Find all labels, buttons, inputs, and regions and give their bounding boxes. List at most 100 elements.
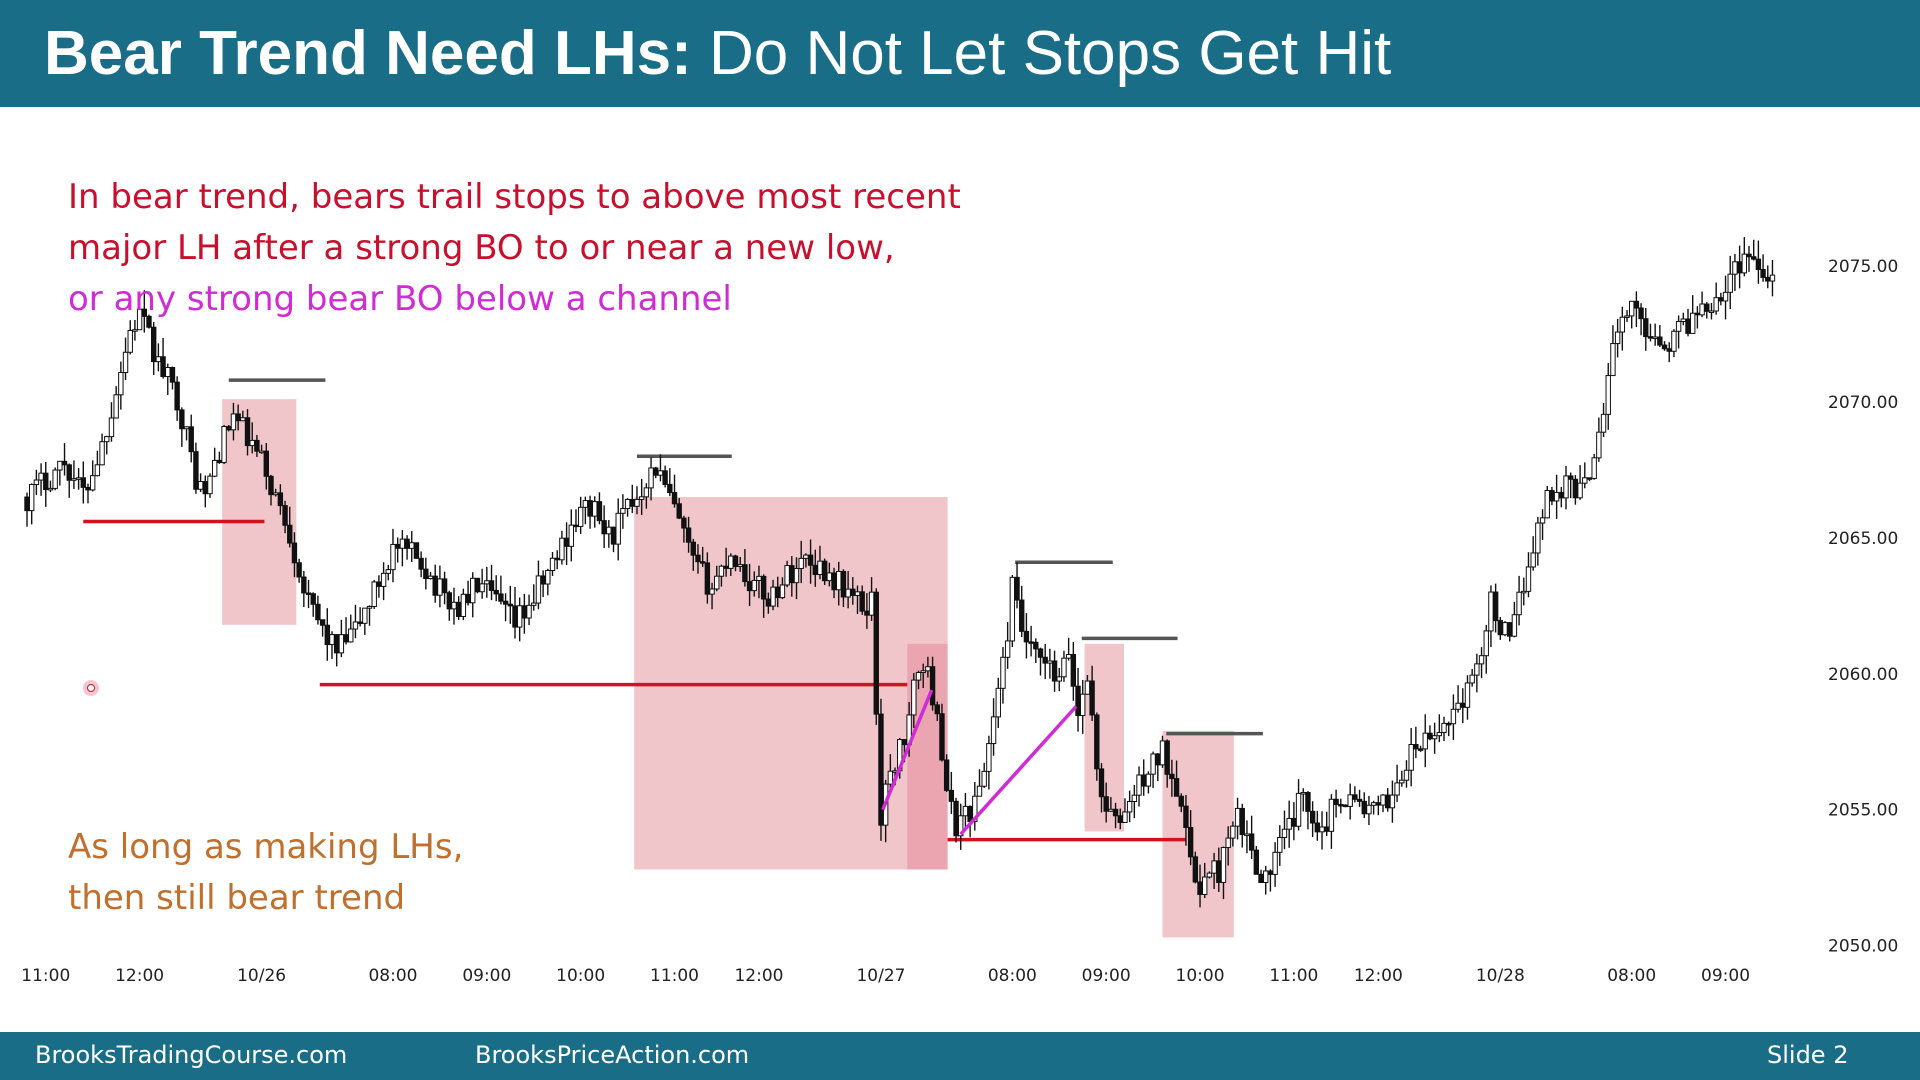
candle-bear (376, 581, 382, 587)
candle-bear (404, 538, 410, 549)
candle-bear (66, 464, 72, 481)
candle-bull (577, 506, 584, 527)
candle-bull (1131, 794, 1138, 802)
candle-bull (1464, 682, 1471, 708)
candle-bear (1324, 826, 1330, 832)
x-tick-label: 09:00 (1701, 966, 1750, 986)
candle-bear (1549, 490, 1555, 502)
candle-bull (887, 770, 894, 785)
candle-bull (1408, 744, 1414, 771)
candle-bull (718, 565, 725, 577)
candle-bear (216, 459, 223, 464)
candle-bear (1704, 303, 1710, 312)
candle-bear (812, 564, 818, 575)
candle-bull (1732, 261, 1738, 275)
candle-bull (1553, 491, 1560, 502)
candle-bull (484, 580, 490, 585)
candle-bull (1389, 794, 1396, 809)
candle-bear (301, 576, 307, 594)
candle-bear (1568, 475, 1574, 480)
candle-bear (1375, 802, 1382, 806)
candle-bear (934, 704, 940, 715)
candle-bear (254, 439, 260, 452)
candle-bull (638, 496, 645, 500)
candle-bull (751, 579, 757, 592)
candle-bull (1629, 300, 1635, 317)
candle-bull (197, 481, 204, 490)
x-tick-label: 08:00 (368, 966, 417, 986)
candle-bear (1253, 849, 1260, 875)
x-tick-label: 10/26 (237, 966, 286, 986)
candle-bear (953, 800, 959, 837)
candle-bear (1356, 798, 1363, 802)
candle-bear (1112, 808, 1119, 817)
candle-bear (268, 475, 274, 496)
channel-line (881, 689, 934, 811)
candle-bull (1281, 828, 1288, 838)
candle-bear (315, 603, 321, 621)
candle-bull (737, 564, 743, 568)
candle-bull (1502, 622, 1508, 636)
candle-bull (1624, 315, 1630, 318)
candle-bear (1309, 810, 1316, 824)
candle-bull (99, 441, 105, 466)
candle-bull (1591, 457, 1597, 479)
x-tick-label: 10/28 (1476, 966, 1525, 986)
candle-bull (89, 475, 96, 491)
candle-bear (878, 713, 884, 826)
candle-bear (596, 501, 603, 522)
candle-bear (179, 409, 185, 430)
candle-bull (52, 469, 58, 489)
x-tick-label: 09:00 (1082, 966, 1131, 986)
candle-bull (57, 460, 63, 471)
candle-bear (629, 498, 635, 507)
candle-bear (282, 505, 288, 526)
candle-bull (409, 542, 415, 549)
candle-bull (1004, 640, 1011, 658)
candle-bear (760, 575, 767, 600)
candle-bear (765, 598, 772, 607)
candle-bull (817, 560, 823, 575)
candle-bull (1061, 657, 1067, 678)
candle-bull (207, 475, 213, 495)
candle-bear (1267, 870, 1274, 875)
candle-bull (1286, 817, 1292, 830)
candle-bear (357, 621, 363, 624)
candle-bear (455, 601, 462, 617)
candle-bull (1539, 517, 1546, 524)
candle-bear (1197, 881, 1203, 895)
candle-bear (573, 524, 579, 528)
candle-bull (460, 593, 467, 617)
candle-bull (920, 670, 926, 674)
candle-bear (465, 593, 471, 604)
candle-bull (793, 567, 800, 584)
x-tick-label: 12:00 (1354, 966, 1403, 986)
y-axis-labels: 2075.00 2070.00 2065.00 2060.00 2055.00 2050.… (1828, 257, 1898, 957)
candle-bear (319, 619, 326, 626)
candle-bear (1051, 660, 1058, 682)
candle-bull (470, 577, 476, 604)
candle-bull (1535, 522, 1541, 554)
candle-bull (348, 628, 354, 643)
candle-bear (681, 517, 687, 529)
candle-bull (1380, 794, 1386, 806)
candle-bear (667, 483, 673, 494)
candle-bear (174, 381, 180, 411)
candle-bull (71, 478, 77, 481)
candle-bull (643, 487, 650, 498)
x-tick-label: 10:00 (556, 966, 605, 986)
record-indicator-icon (83, 680, 99, 696)
candle-bull (1000, 656, 1006, 689)
candle-bear (1586, 477, 1593, 480)
candle-bear (160, 356, 166, 378)
candle-bear (61, 460, 68, 466)
candle-bull (803, 554, 809, 559)
candle-bear (202, 481, 209, 495)
candle-bear (43, 472, 49, 491)
candle-bull (38, 472, 44, 481)
candle-bull (976, 785, 983, 797)
candle-bear (1014, 576, 1020, 601)
candle-bear (1164, 740, 1170, 775)
x-tick-label: 11:00 (21, 966, 70, 986)
candle-bull (1145, 773, 1152, 787)
